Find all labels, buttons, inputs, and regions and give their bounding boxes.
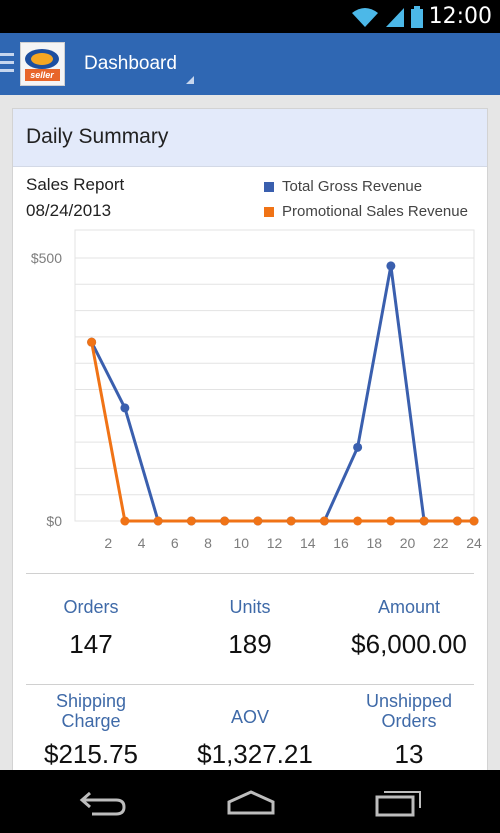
card-header: Daily Summary <box>13 109 487 167</box>
action-bar <box>0 33 500 95</box>
amount-label: Amount <box>377 597 441 617</box>
x-tick-label: 18 <box>366 535 382 551</box>
orders-label: Orders <box>63 597 119 617</box>
data-point-promo <box>120 516 130 526</box>
shipping-label-line2: Charge <box>61 711 121 731</box>
dropdown-indicator-icon[interactable] <box>186 76 194 84</box>
y-tick-label: $500 <box>31 250 62 266</box>
data-point-promo <box>452 516 462 526</box>
status-bar: 12:00 <box>0 0 500 33</box>
amount-value: $6,000.00 <box>351 629 467 659</box>
signal-icon <box>385 7 404 27</box>
legend-gross: Total Gross Revenue <box>264 178 422 195</box>
plot-area <box>74 229 475 522</box>
data-point-promo <box>286 516 296 526</box>
aov-label: AOV <box>230 707 269 727</box>
dashboard-title[interactable]: Dashboard <box>84 53 177 74</box>
status-icons: 12:00 <box>351 0 492 33</box>
data-point-promo <box>319 516 329 526</box>
x-tick-label: 24 <box>466 535 482 551</box>
unshipped-value: 13 <box>394 739 424 769</box>
units-value: 189 <box>228 629 272 659</box>
units-label: Units <box>229 597 271 617</box>
back-icon[interactable] <box>78 790 128 816</box>
x-tick-label: 22 <box>433 535 449 551</box>
menu-icon[interactable] <box>0 53 14 73</box>
x-tick-label: 10 <box>233 535 249 551</box>
x-tick-label: 20 <box>400 535 416 551</box>
svg-text:seller: seller <box>30 70 54 80</box>
report-date: 08/24/2013 <box>26 201 112 220</box>
data-point-promo <box>386 516 396 526</box>
shipping-label-line1: Shipping <box>55 691 127 711</box>
x-tick-label: 4 <box>138 535 146 551</box>
data-point-promo <box>220 516 230 526</box>
legend-label-gross: Total Gross Revenue <box>282 178 423 195</box>
data-point-promo <box>353 516 363 526</box>
status-time: 12:00 <box>428 4 492 29</box>
legend-swatch-promo <box>264 206 274 217</box>
data-point-promo <box>153 516 163 526</box>
divider <box>26 684 474 685</box>
data-point-gross <box>386 261 396 271</box>
aov-value: $1,327.21 <box>197 739 313 769</box>
data-point-promo <box>419 516 429 526</box>
unshipped-label-line2: Orders <box>381 711 437 731</box>
unshipped-label-line1: Unshipped <box>365 691 453 711</box>
data-point-promo <box>186 516 196 526</box>
data-point-promo <box>87 337 97 347</box>
data-point-gross <box>120 403 130 413</box>
app-logo[interactable]: seller <box>20 42 65 86</box>
data-point-promo <box>253 516 263 526</box>
legend-label-promo: Promotional Sales Revenue <box>282 203 468 220</box>
nav-bar <box>0 770 500 833</box>
x-tick-label: 14 <box>300 535 316 551</box>
x-tick-label: 16 <box>333 535 349 551</box>
data-point-promo <box>469 516 479 526</box>
x-tick-label: 8 <box>204 535 212 551</box>
divider <box>26 573 474 574</box>
x-tick-label: 2 <box>104 535 112 551</box>
legend-swatch-gross <box>264 181 274 192</box>
shipping-value: $215.75 <box>44 739 138 769</box>
orders-value: 147 <box>69 629 113 659</box>
y-tick-label: $0 <box>46 513 62 529</box>
report-title: Sales Report <box>26 175 125 194</box>
home-icon[interactable] <box>226 790 276 816</box>
card-title: Daily Summary <box>26 125 169 148</box>
battery-icon <box>410 5 423 28</box>
recent-apps-icon[interactable] <box>374 788 424 818</box>
legend-promo: Promotional Sales Revenue <box>264 203 468 220</box>
wifi-icon <box>351 7 378 27</box>
x-tick-label: 12 <box>267 535 283 551</box>
x-tick-label: 6 <box>171 535 179 551</box>
data-point-gross <box>353 442 363 452</box>
